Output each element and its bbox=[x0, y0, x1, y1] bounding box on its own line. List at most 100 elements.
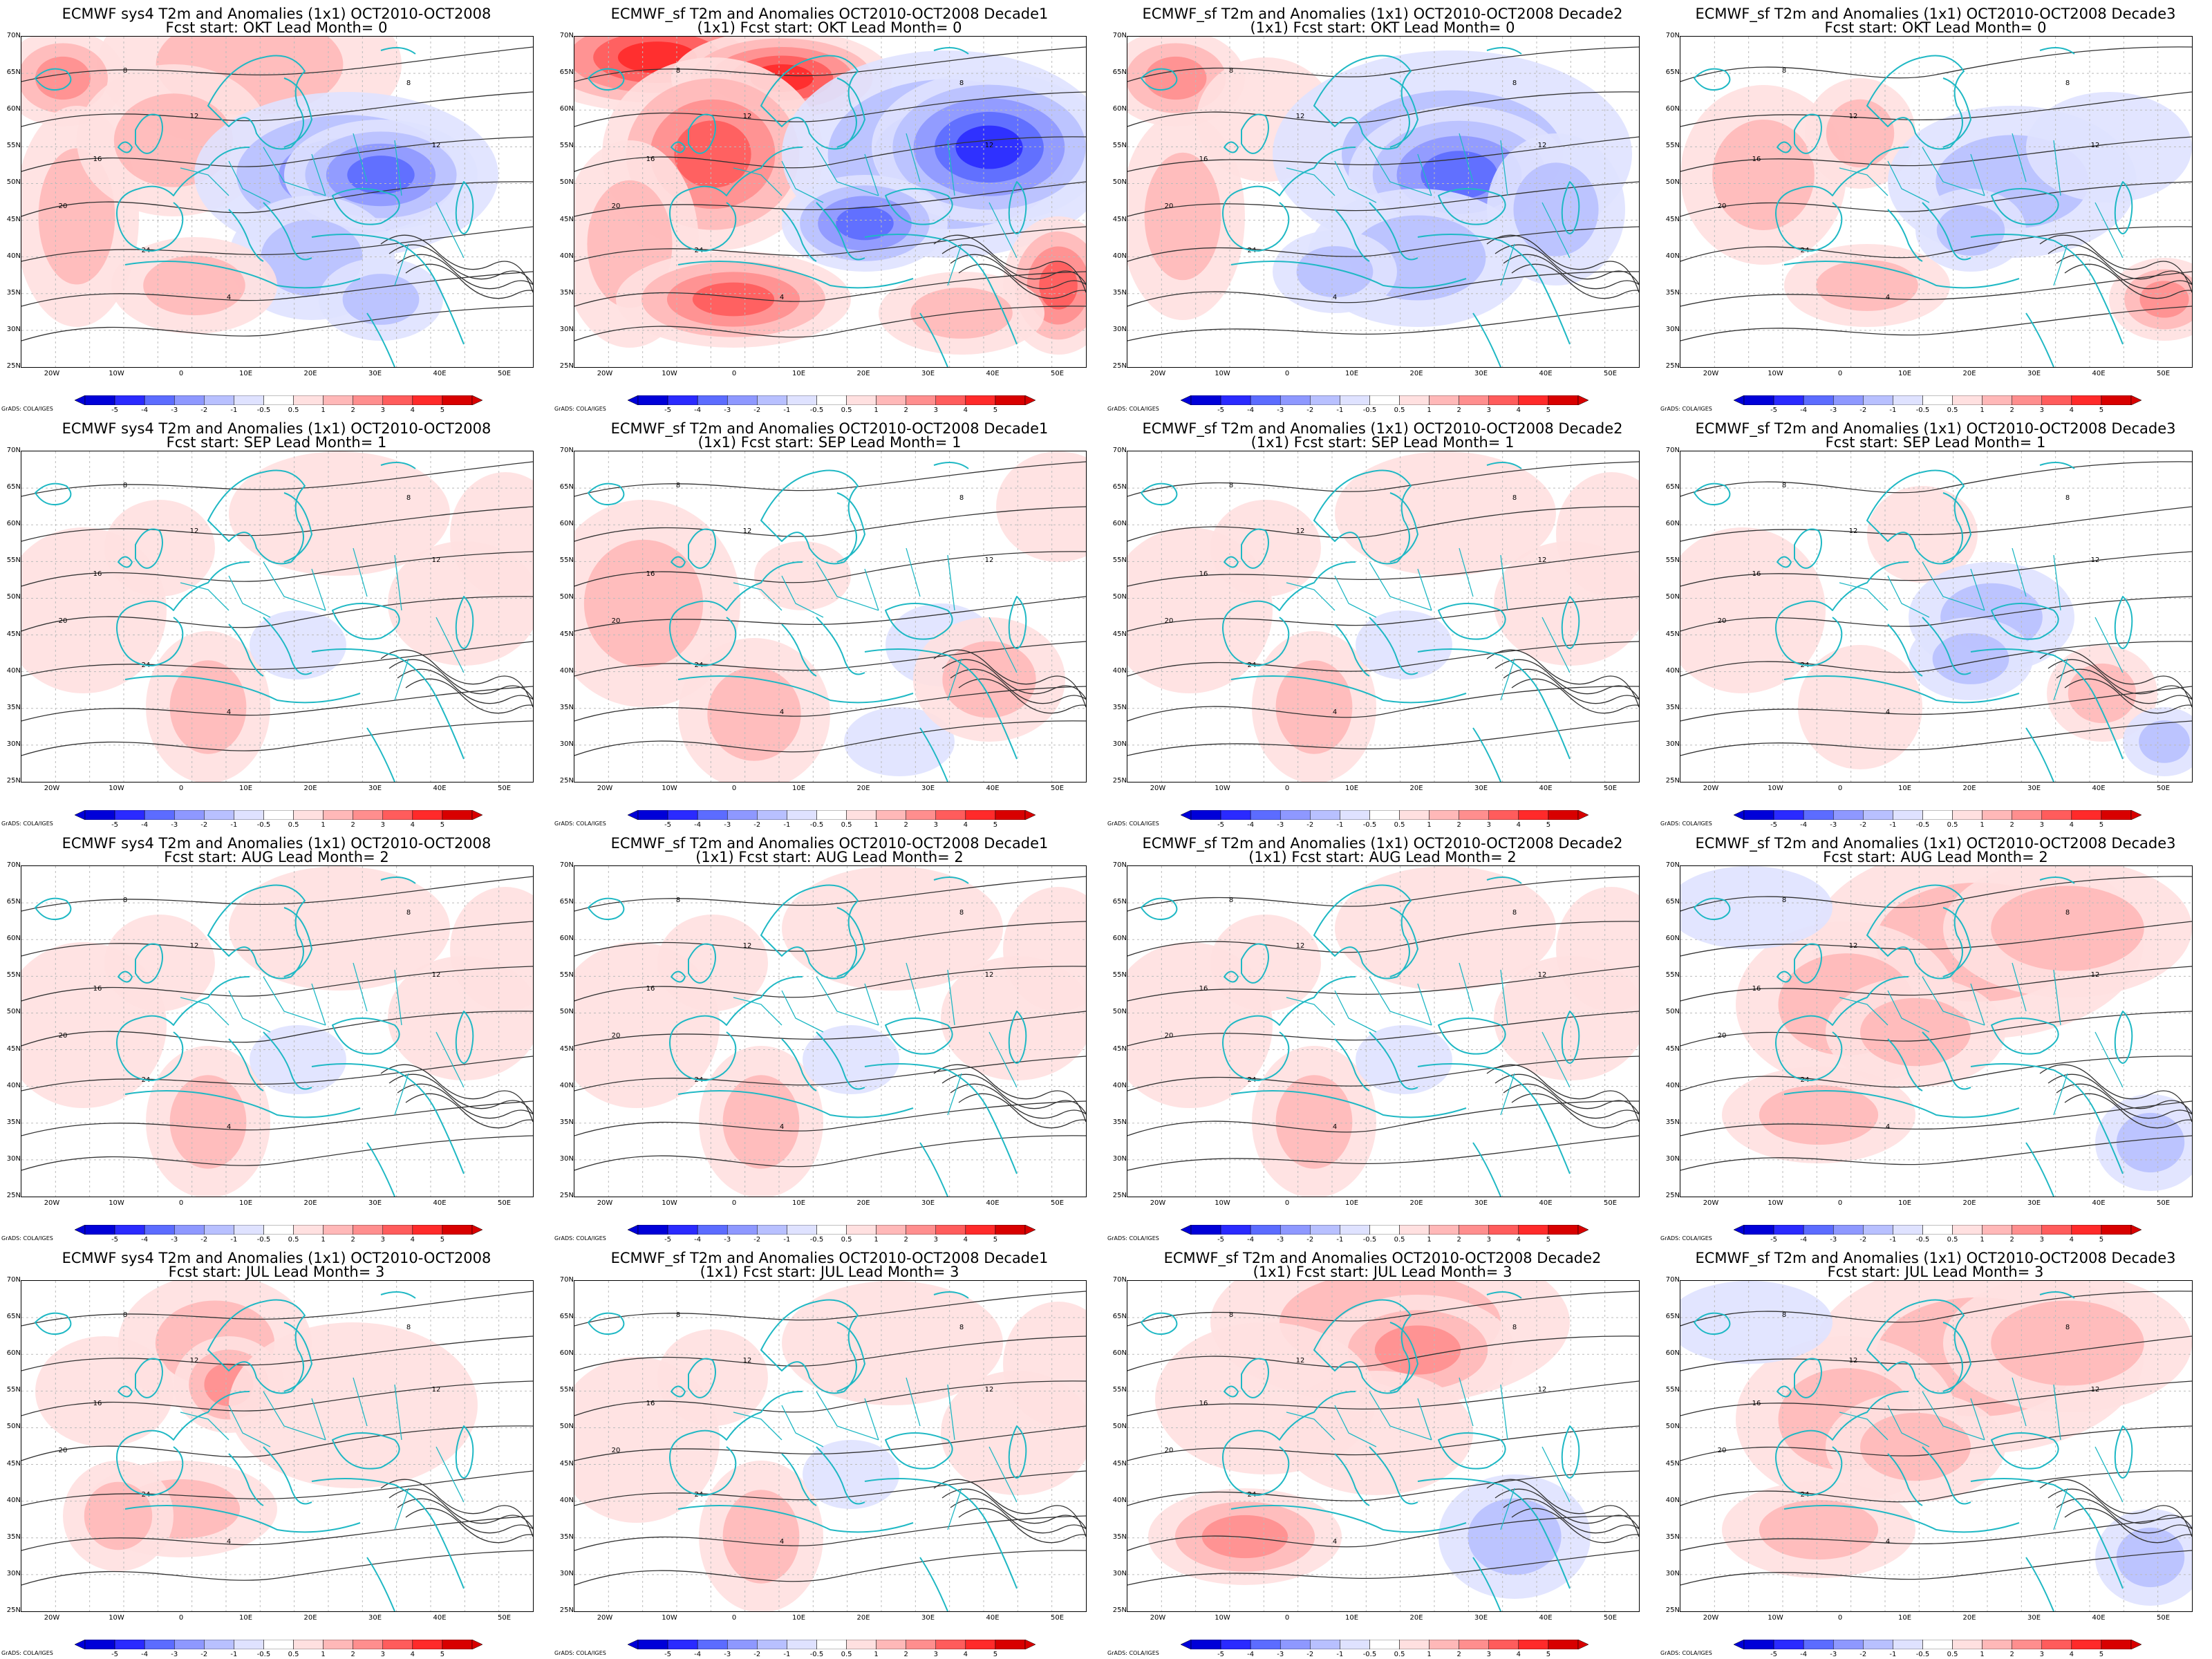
contour-label: 8 bbox=[959, 1324, 964, 1331]
panel-title: ECMWF_sf T2m and Anomalies OCT2010-OCT20… bbox=[1163, 1250, 1602, 1280]
warm-anomaly-area bbox=[104, 500, 215, 597]
colorbar-tick-label: 0.5 bbox=[288, 821, 299, 829]
map-panel-r4-c2: ECMWF_sf T2m and Anomalies OCT2010-OCT20… bbox=[553, 1244, 1106, 1659]
colorbar-tick-label: -2 bbox=[200, 406, 208, 414]
warm-anomaly-area bbox=[722, 1075, 800, 1169]
colorbar-tick-label: 4 bbox=[2069, 1651, 2074, 1658]
latitude-label: 25N bbox=[6, 777, 21, 785]
colorbar-tick-label: -1 bbox=[783, 406, 791, 414]
contour-label: 16 bbox=[1752, 985, 1761, 993]
contour-label: 4 bbox=[780, 294, 784, 301]
colorbar-tick-label: -3 bbox=[724, 406, 731, 414]
anomaly-fill bbox=[21, 866, 533, 1197]
colorbar-tick-label: 3 bbox=[2039, 1236, 2044, 1244]
colorbar-tick-label: 0.5 bbox=[1394, 406, 1405, 414]
longitude-label: 30E bbox=[2027, 370, 2041, 377]
latitude-label: 40N bbox=[559, 666, 574, 675]
latitude-label: 65N bbox=[1665, 68, 1680, 77]
longitude-label: 40E bbox=[2092, 785, 2106, 792]
longitude-label: 10E bbox=[238, 1199, 253, 1207]
colorbar-tick-label: -1 bbox=[1336, 1651, 1344, 1658]
grads-credit: GrADS: COLA/IGES bbox=[1, 406, 53, 412]
latitude-label: 65N bbox=[559, 68, 574, 77]
anomaly-fill bbox=[1127, 451, 1639, 782]
colorbar-tick-label: 1 bbox=[1980, 1236, 1985, 1244]
longitude-label: 40E bbox=[1539, 1199, 1553, 1207]
latitude-label: 25N bbox=[559, 1192, 574, 1199]
latitude-label: 25N bbox=[6, 362, 21, 370]
latitude-label: 40N bbox=[6, 1081, 21, 1089]
latitude-label: 65N bbox=[6, 68, 21, 77]
longitude-label: 30E bbox=[921, 1199, 935, 1207]
colorbar bbox=[75, 395, 482, 405]
latitude-label: 50N bbox=[6, 1008, 21, 1016]
longitude-label: 40E bbox=[1539, 1614, 1553, 1622]
colorbar-tick-label: -1 bbox=[783, 1651, 791, 1658]
warm-anomaly-area bbox=[1275, 1075, 1353, 1169]
colorbar-tick-label: 2 bbox=[1456, 821, 1461, 829]
contour-label: 8 bbox=[1512, 909, 1517, 917]
contour-label: 16 bbox=[1752, 156, 1761, 163]
colorbar-tick-label: -5 bbox=[1217, 406, 1225, 414]
latitude-label: 40N bbox=[6, 1496, 21, 1504]
colorbar-tick-label: -3 bbox=[171, 821, 178, 829]
latitude-label: 70N bbox=[1112, 32, 1127, 39]
warm-anomaly-area bbox=[2139, 281, 2189, 318]
longitude-label: 20E bbox=[303, 370, 317, 377]
temperature-contours bbox=[1127, 1291, 1639, 1586]
contour-label: 8 bbox=[676, 897, 680, 904]
longitude-label: 30E bbox=[2027, 785, 2041, 792]
latitude-label: 55N bbox=[1112, 971, 1127, 980]
latitude-label: 55N bbox=[1665, 556, 1680, 565]
colorbar-tick-label: -2 bbox=[753, 1651, 761, 1658]
cold-anomaly-area bbox=[1356, 610, 1452, 679]
colorbar-tick-label: -4 bbox=[1800, 821, 1808, 829]
contour-label: 4 bbox=[227, 1123, 231, 1131]
latitude-label: 30N bbox=[1665, 740, 1680, 748]
contour-label: 8 bbox=[1229, 897, 1233, 904]
anomaly-fill bbox=[1127, 866, 1639, 1197]
latitude-label: 50N bbox=[1112, 1423, 1127, 1431]
colorbar bbox=[628, 1225, 1035, 1235]
panel-title: ECMWF_sf T2m and Anomalies OCT2010-OCT20… bbox=[610, 1250, 1049, 1280]
contour-label: 20 bbox=[59, 1447, 68, 1454]
warm-anomaly-area bbox=[1210, 500, 1321, 597]
longitude-label: 50E bbox=[2156, 370, 2171, 377]
panel-title: ECMWF_sf T2m and Anomalies OCT2010-OCT20… bbox=[610, 420, 1049, 451]
longitude-label: 20W bbox=[1703, 1614, 1719, 1622]
latitude-label: 40N bbox=[559, 1496, 574, 1504]
anomaly-map: 8 12 16 20 24 4 8 12 bbox=[21, 865, 534, 1197]
colorbar-tick-label: -2 bbox=[1859, 1651, 1867, 1658]
longitude-label: 10E bbox=[791, 1199, 806, 1207]
contour-label: 4 bbox=[1333, 1538, 1337, 1546]
temperature-contours bbox=[1680, 876, 2192, 1171]
cold-anomaly-area bbox=[1936, 205, 2005, 256]
colorbar-tick-label: 1 bbox=[874, 821, 879, 829]
latitude-label: 30N bbox=[6, 740, 21, 748]
latitude-label: 35N bbox=[6, 288, 21, 297]
colorbar bbox=[628, 810, 1035, 820]
longitude-label: 50E bbox=[497, 1199, 512, 1207]
latitude-label: 30N bbox=[1112, 325, 1127, 333]
latitude-label: 45N bbox=[1665, 630, 1680, 638]
contour-label: 8 bbox=[1782, 1311, 1786, 1319]
latitude-label: 40N bbox=[1665, 1496, 1680, 1504]
longitude-label: 10W bbox=[1215, 1614, 1230, 1622]
longitude-label: 30E bbox=[2027, 1199, 2041, 1207]
contour-label: 8 bbox=[406, 494, 411, 502]
colorbar-tick-label: 5 bbox=[2099, 406, 2104, 414]
panel-title: ECMWF sys4 T2m and Anomalies (1x1) OCT20… bbox=[62, 835, 491, 865]
longitude-label: 30E bbox=[921, 785, 935, 792]
longitude-label: 10E bbox=[1344, 370, 1359, 377]
longitude-label: 30E bbox=[368, 1199, 382, 1207]
warm-anomaly-area bbox=[692, 282, 775, 317]
warm-anomaly-area bbox=[229, 1322, 478, 1488]
contour-label: 12 bbox=[1849, 527, 1858, 535]
coastlines bbox=[1141, 47, 1580, 367]
warm-anomaly-area bbox=[674, 120, 751, 188]
coastlines bbox=[1694, 47, 2133, 367]
colorbar-tick-label: 1 bbox=[321, 821, 326, 829]
grads-credit: GrADS: COLA/IGES bbox=[1107, 821, 1159, 827]
temperature-contours bbox=[1680, 46, 2192, 341]
colorbar-tick-label: 2 bbox=[903, 821, 908, 829]
